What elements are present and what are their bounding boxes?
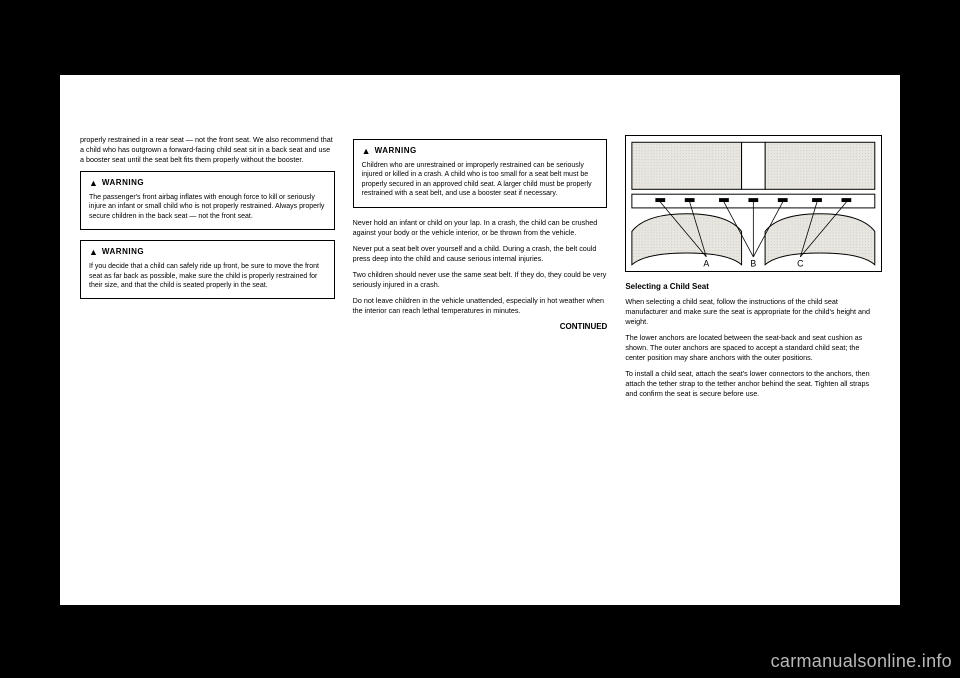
warning-triangle-icon: ▲ <box>362 147 371 156</box>
section-title: Selecting a Child Seat <box>625 282 880 293</box>
warning-box: ▲ WARNING If you decide that a child can… <box>80 240 335 299</box>
column-3: A B C Selecting a Child Seat When select… <box>625 135 880 585</box>
warning-label: WARNING <box>102 178 144 189</box>
figure-label-a: A <box>704 259 710 269</box>
warning-body: The passenger's front airbag inflates wi… <box>89 193 326 221</box>
warning-triangle-icon: ▲ <box>89 248 98 257</box>
warning-body: Children who are unrestrained or imprope… <box>362 161 599 199</box>
warning-body: If you decide that a child can safely ri… <box>89 262 326 290</box>
column-container: properly restrained in a rear seat — not… <box>60 75 900 605</box>
warning-box: ▲ WARNING The passenger's front airbag i… <box>80 171 335 230</box>
continued-label: CONTINUED <box>353 322 608 333</box>
warning-header: ▲ WARNING <box>89 178 326 189</box>
column-1: properly restrained in a rear seat — not… <box>80 135 335 585</box>
paragraph: Do not leave children in the vehicle una… <box>353 296 608 316</box>
warning-triangle-icon: ▲ <box>89 179 98 188</box>
paragraph: Never hold an infant or child on your la… <box>353 218 608 238</box>
paragraph: When selecting a child seat, follow the … <box>625 297 880 327</box>
paragraph: Two children should never use the same s… <box>353 270 608 290</box>
warning-header: ▲ WARNING <box>362 146 599 157</box>
paragraph: properly restrained in a rear seat — not… <box>80 135 335 165</box>
figure-label-b: B <box>751 259 757 269</box>
column-2: ▲ WARNING Children who are unrestrained … <box>353 135 608 585</box>
warning-header: ▲ WARNING <box>89 247 326 258</box>
warning-box: ▲ WARNING Children who are unrestrained … <box>353 139 608 208</box>
paragraph: Never put a seat belt over yourself and … <box>353 244 608 264</box>
paragraph: To install a child seat, attach the seat… <box>625 369 880 399</box>
paragraph: The lower anchors are located between th… <box>625 333 880 363</box>
seat-anchor-figure: A B C <box>625 135 882 272</box>
manual-page: properly restrained in a rear seat — not… <box>60 75 900 605</box>
warning-label: WARNING <box>375 146 417 157</box>
watermark-text: carmanualsonline.info <box>771 651 952 672</box>
seat-diagram-svg: A B C <box>626 136 881 271</box>
figure-label-c: C <box>798 259 805 269</box>
warning-label: WARNING <box>102 247 144 258</box>
